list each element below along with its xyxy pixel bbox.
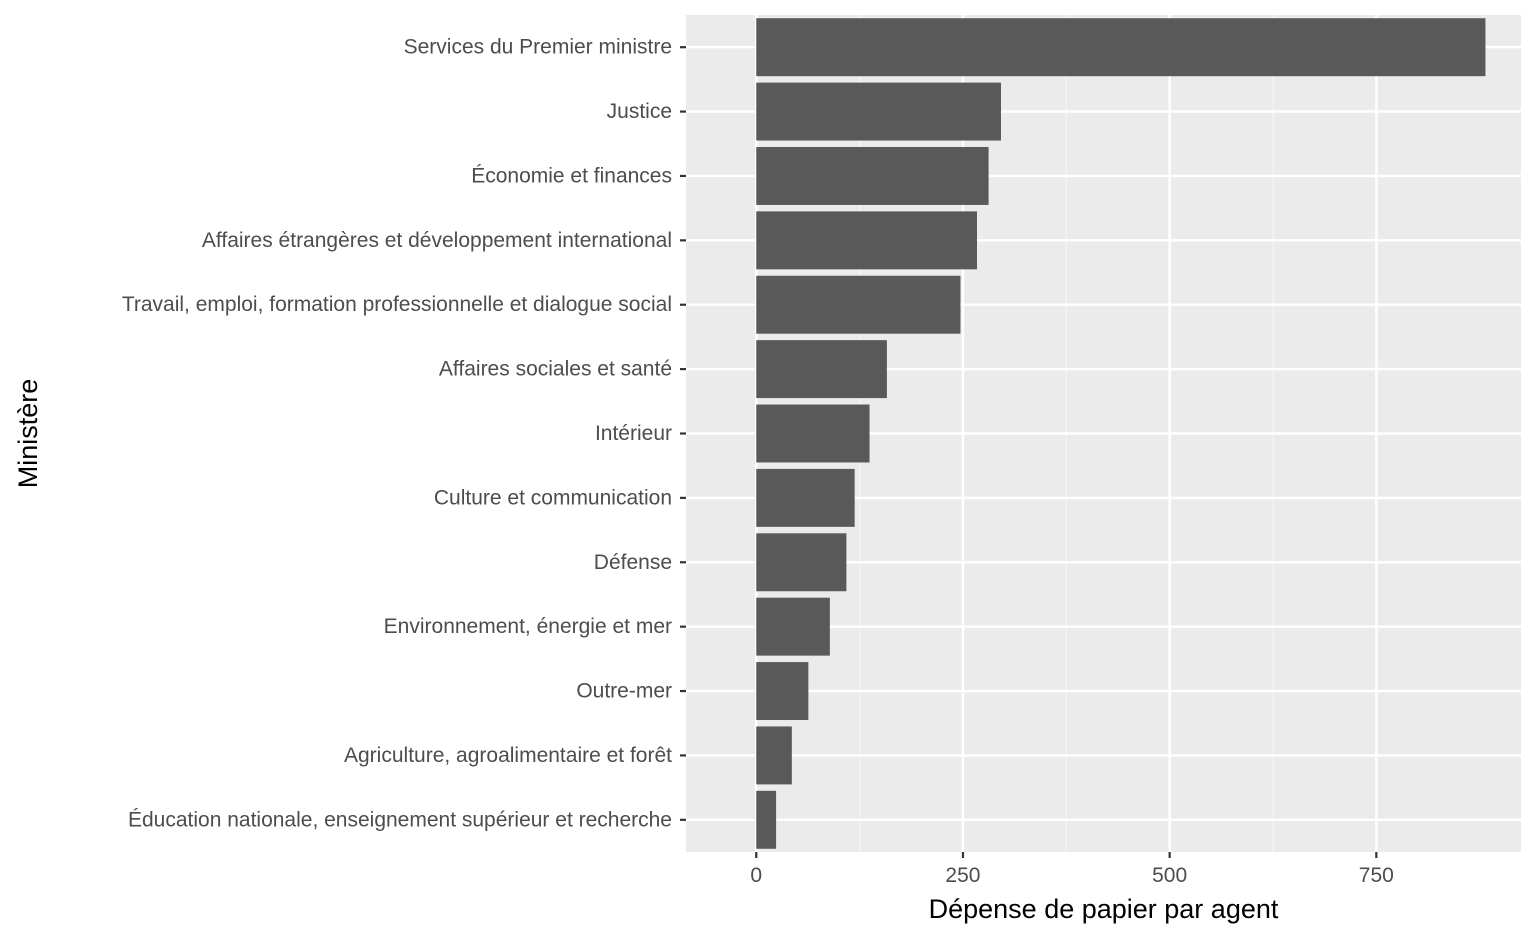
y-tick-label: Défense: [594, 551, 672, 574]
y-axis-ticks: Services du Premier ministre Justice Écono…: [122, 36, 686, 831]
y-tick-label: Agriculture, agroalimentaire et forêt: [344, 744, 672, 767]
x-tick-label: 0: [750, 864, 762, 887]
bar: [756, 211, 978, 270]
bar: [756, 340, 887, 399]
y-tick-label: Travail, emploi, formation professionnel…: [122, 293, 672, 316]
bar: [756, 404, 870, 463]
bar: [756, 18, 1486, 77]
bar: [756, 275, 961, 334]
x-tick-label: 250: [945, 864, 980, 887]
y-tick-label: Éducation nationale, enseignement supéri…: [128, 808, 672, 831]
y-tick-label: Économie et finances: [471, 164, 672, 187]
bar: [756, 597, 830, 656]
y-tick-label: Outre-mer: [576, 680, 672, 703]
bar: [756, 533, 847, 592]
y-axis-title: Ministère: [13, 379, 43, 489]
y-tick-label: Affaires sociales et santé: [439, 358, 672, 381]
bar: [756, 726, 792, 785]
y-tick-label: Services du Premier ministre: [404, 36, 672, 59]
x-axis-title: Dépense de papier par agent: [929, 894, 1279, 924]
y-tick-label: Justice: [607, 100, 672, 123]
bars-group: [756, 18, 1486, 849]
x-tick-label: 500: [1152, 864, 1187, 887]
bar: [756, 468, 855, 527]
y-tick-label: Culture et communication: [434, 486, 672, 509]
x-tick-label: 750: [1359, 864, 1394, 887]
y-tick-label: Affaires étrangères et développement int…: [202, 229, 672, 252]
bar: [756, 146, 989, 205]
bar: [756, 82, 1001, 141]
bar: [756, 662, 809, 721]
y-tick-label: Environnement, énergie et mer: [384, 615, 672, 638]
y-tick-label: Intérieur: [595, 422, 672, 445]
x-axis-ticks: 0 250 500 750: [750, 852, 1394, 887]
bar: [756, 790, 777, 849]
